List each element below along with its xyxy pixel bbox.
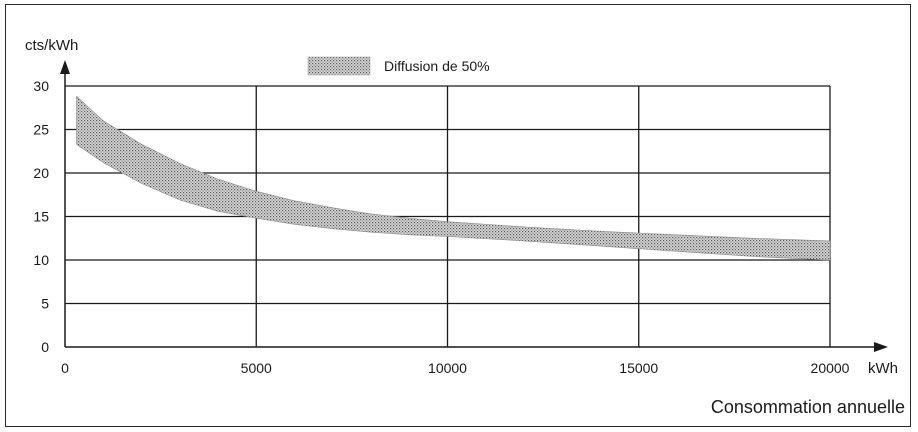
x-tick-label: 15000 [619, 360, 658, 376]
x-tick-label: 0 [61, 360, 69, 376]
y-tick-label: 5 [41, 296, 49, 312]
y-tick-label: 10 [33, 252, 49, 268]
diffusion-band [76, 95, 831, 261]
x-axis-unit: kWh [868, 360, 898, 377]
y-tick-label: 15 [33, 209, 49, 225]
legend: Diffusion de 50% [307, 56, 490, 76]
x-axis-title: Consommation annuelle [711, 397, 905, 417]
y-tick-label: 25 [33, 122, 49, 138]
y-tick-label: 0 [41, 339, 49, 355]
axes [60, 60, 888, 352]
x-tick-label: 10000 [428, 360, 467, 376]
grid [65, 85, 831, 347]
tick-labels: 0 5 10 15 20 25 30 0 5000 10000 15000 20000 [33, 78, 849, 376]
chart-frame [5, 4, 911, 427]
x-axis-arrow [874, 342, 888, 352]
x-tick-label: 20000 [811, 360, 850, 376]
y-axis-title: cts/kWh [25, 37, 78, 54]
series-layer [76, 95, 831, 261]
legend-label: Diffusion de 50% [384, 58, 490, 74]
y-tick-label: 20 [33, 165, 49, 181]
y-axis-arrow [60, 60, 70, 74]
x-tick-label: 5000 [241, 360, 272, 376]
legend-swatch [307, 56, 371, 76]
y-tick-label: 30 [33, 78, 49, 94]
